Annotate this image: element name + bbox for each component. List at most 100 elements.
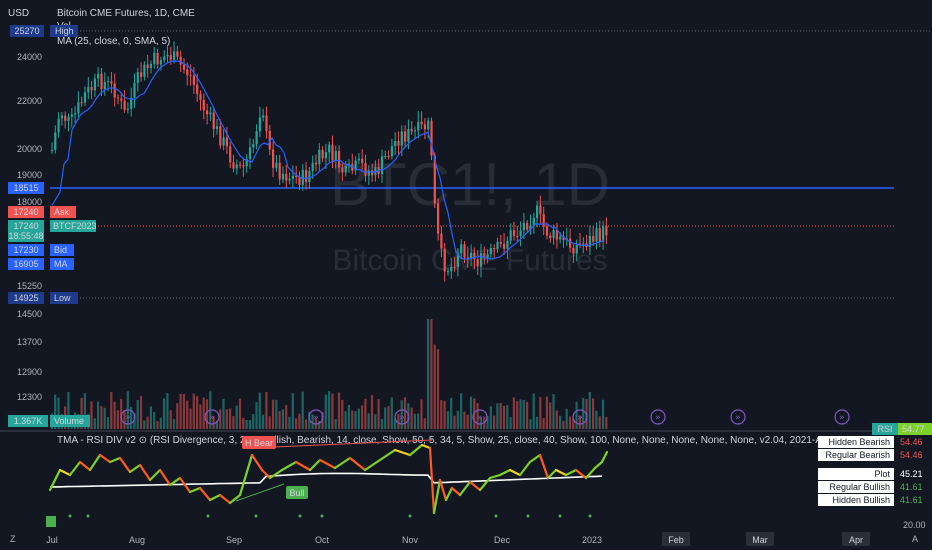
rsi-segment [118,456,132,474]
volume-bar [354,411,357,429]
candle-body [407,129,410,142]
candle-body [209,112,212,115]
rsi-segment [468,480,482,492]
volume-bar [420,399,423,429]
volume-bar [139,396,143,429]
candle-body [532,217,535,226]
legend-value: 45.21 [900,469,923,479]
volume-bar [295,418,298,429]
candle-body [324,152,327,159]
volume-bar [285,405,288,429]
rsi-segment [393,448,412,457]
candle-body [446,271,450,273]
candle-body [202,99,205,111]
candle-body [479,253,483,267]
candle-body [357,158,360,161]
volume-bar [238,398,242,429]
volume-bar [578,415,581,429]
candle-body [384,155,387,157]
a-button[interactable]: A [912,534,918,544]
volume-bar [592,398,595,429]
volume-bar [403,397,407,429]
candle-body [602,226,605,242]
candle-body [430,120,433,156]
candle-body [380,156,384,174]
rsi-segment [178,476,192,494]
indicator-title[interactable]: TMA - RSI DIV v2 ⊙ (RSI Divergence, 3, 2… [57,435,840,446]
bull-tag [286,486,308,499]
z-button-label: Z [10,534,16,544]
legend-name: Hidden Bullish [832,495,890,505]
candle-body [440,233,443,249]
volume-bar [278,410,281,429]
volume-bar [255,402,258,429]
candle-body [318,149,321,165]
event-marker [394,409,410,425]
high-price-value: 25270 [14,26,39,36]
candle-body [598,228,601,242]
volume-bar [370,395,374,429]
volume-bar [163,398,166,429]
candle-body [242,165,245,167]
candle-body [60,115,63,119]
candle-body [245,158,248,167]
volume-bar [324,394,327,429]
time-axis[interactable]: Jul Aug Sep Oct Nov Dec 2023 Feb Mar Apr [46,532,870,546]
time-label: Dec [494,535,511,545]
price-axis[interactable]: 25270 High 24000 22000 20000 19000 18000… [8,25,97,427]
candle-body [545,226,549,236]
candle-body [77,102,80,114]
legend-value-box [895,468,932,480]
candle-body [130,97,133,109]
symbol-title[interactable]: Bitcoin CME Futures, 1D, CME [57,8,195,19]
candle-body [103,82,106,90]
last-label: BTCF2023 [53,221,97,231]
volume-bar [529,419,532,429]
signal-dot [526,514,530,518]
event-marker [472,409,488,425]
rsi-segment [378,448,397,462]
candle-body [427,120,430,130]
volume-bar [318,420,321,429]
rsi-value: 54.77 [902,424,925,434]
low-label-tag [50,292,78,304]
rsi-segment [308,458,322,472]
rsi-axis-bottom: 20.00 [903,520,926,530]
z-button[interactable]: Z [10,534,16,544]
candle-body [67,116,70,121]
low-label: Low [54,293,71,303]
rsi-segment [158,468,172,487]
candle-body [387,155,390,157]
volume-bar [489,406,492,429]
rsi-segment [88,453,102,472]
candle-body [512,230,516,236]
event-markers: » » » » » » » » » [120,409,850,425]
candle-body [367,170,370,176]
candle-body [466,257,469,259]
signal-dot [298,514,302,518]
volume-bar [97,401,100,429]
candle-body [149,63,153,68]
candle-body [110,81,113,84]
candle-body [272,149,275,168]
candle-body [555,229,558,240]
candle-body [328,144,331,153]
volume-bar [169,410,172,429]
rsi-segment [228,493,242,505]
volume-bar [110,391,113,429]
candle-body [57,118,60,133]
ma-legend[interactable]: MA (25, close, 0, SMA, 5) [57,36,170,47]
rsi-segment [208,493,222,502]
candle-body [163,56,166,61]
candle-body [374,167,377,176]
volume-bar [179,393,182,429]
candle-body [140,72,143,77]
candle-body [232,162,235,169]
signal-dot [86,514,90,518]
candle-body [559,236,562,240]
rsi-segment [318,458,337,470]
rsi-segment [168,476,182,487]
h-bear-label: H Bear [245,438,273,448]
candle-body [80,102,83,104]
